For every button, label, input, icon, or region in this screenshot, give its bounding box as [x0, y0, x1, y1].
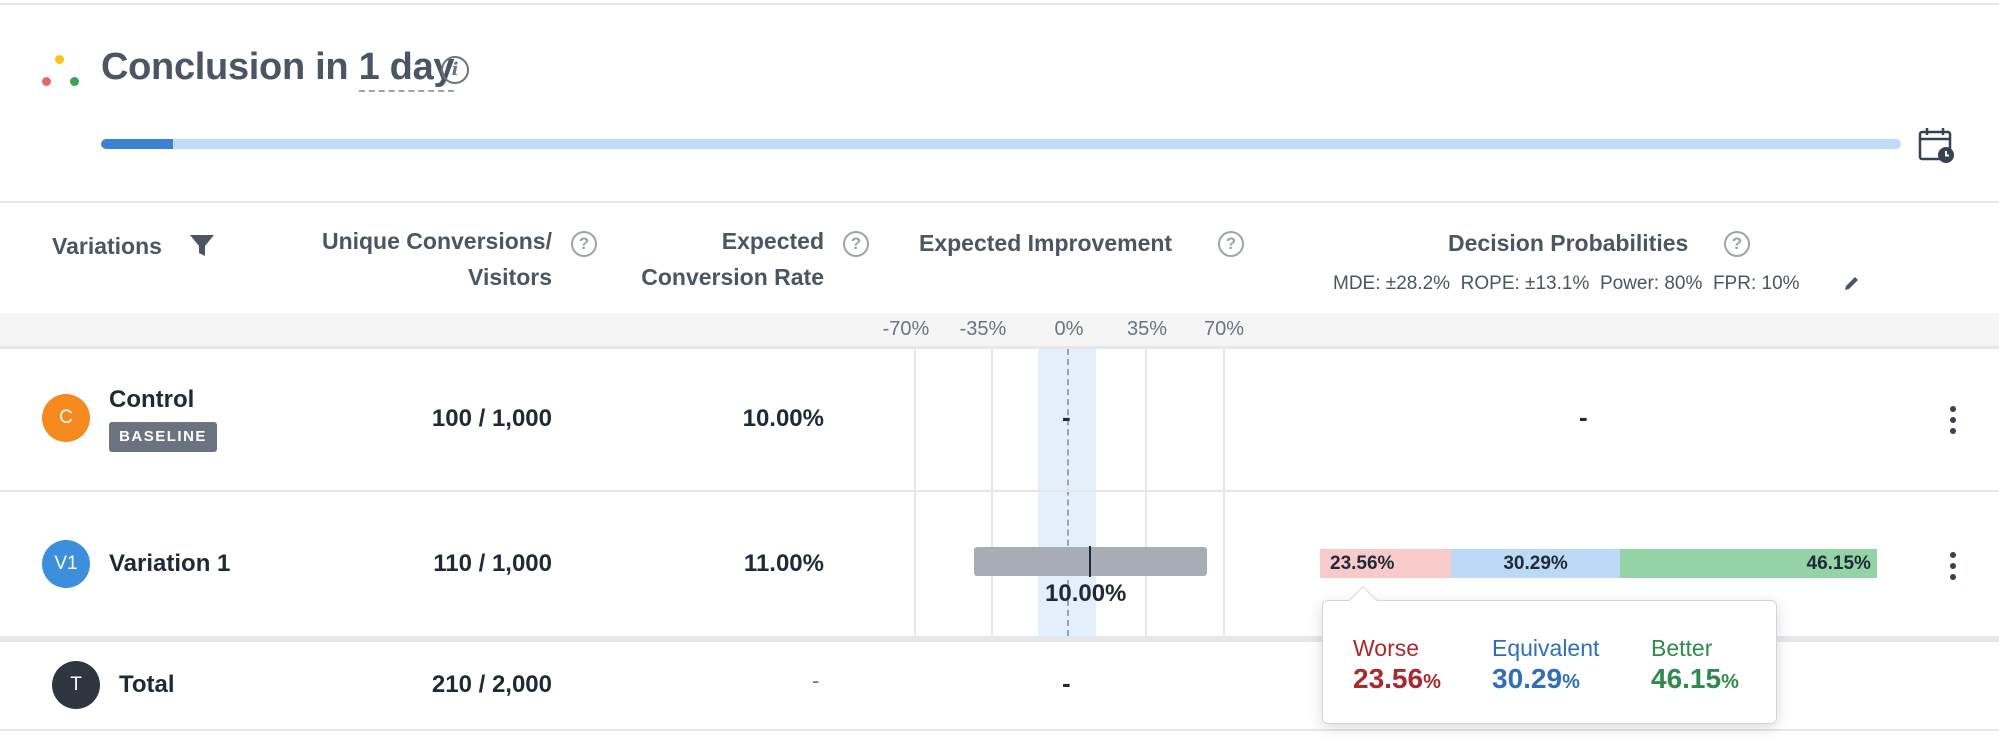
avatar-variation: V1	[42, 540, 90, 588]
rope-value: ROPE: ±13.1%	[1460, 273, 1590, 294]
grid-line	[1223, 349, 1225, 636]
tooltip-equivalent-value: 30.29%	[1492, 663, 1580, 694]
total-divider	[0, 636, 1999, 642]
tooltip-better-label: Better	[1651, 635, 1713, 661]
progress-bar	[101, 139, 1901, 149]
avatar-total: T	[52, 661, 100, 709]
rate-cell: 11.00%	[743, 550, 824, 577]
tooltip-better-value: 46.15%	[1651, 663, 1739, 694]
grid-line	[914, 349, 916, 636]
conversions-cell: 110 / 1,000	[433, 550, 552, 577]
conversions-cell: 100 / 1,000	[431, 405, 552, 432]
total-improvement: -	[1062, 668, 1071, 698]
col-rate-line1: Expected	[721, 228, 824, 254]
axis-tick: 70%	[1203, 318, 1245, 340]
axis-divider	[0, 346, 1999, 349]
probability-bar[interactable]: 23.56% 30.29% 46.15%	[1320, 549, 1877, 578]
row-menu-icon[interactable]	[1950, 406, 1956, 434]
axis-tick: -70%	[882, 318, 930, 340]
green-dot	[70, 77, 79, 86]
col-variations: Variations	[52, 233, 162, 259]
info-icon[interactable]: i	[441, 56, 469, 84]
help-icon-improvement[interactable]: ?	[1218, 231, 1244, 257]
help-icon-rate[interactable]: ?	[843, 231, 869, 257]
zero-line	[1067, 349, 1069, 636]
decision-meta: MDE: ±28.2% ROPE: ±13.1% Power: 80% FPR:…	[1333, 273, 1800, 295]
conclusion-title: Conclusion in 1 day	[101, 46, 455, 92]
variation-name[interactable]: Variation 1	[109, 550, 231, 577]
grid-line	[991, 349, 993, 636]
axis-tick: 0%	[1054, 318, 1084, 340]
tooltip-worse-value: 23.56%	[1353, 663, 1441, 694]
top-divider	[0, 3, 1999, 5]
edit-pencil-icon[interactable]	[1843, 274, 1861, 292]
probability-tooltip: Worse 23.56% Equivalent 30.29% Better 46…	[1322, 600, 1777, 724]
baseline-badge: BASELINE	[109, 422, 217, 452]
conclusion-prefix: Conclusion in	[101, 46, 359, 88]
grid-line	[1145, 349, 1147, 636]
rate-cell: 10.00%	[742, 405, 824, 432]
decision-cell: -	[1579, 402, 1588, 432]
improvement-value: 10.00%	[1045, 580, 1127, 607]
col-conversions-line1: Unique Conversions/	[321, 228, 552, 254]
mde-value: MDE: ±28.2%	[1333, 273, 1451, 294]
axis-band	[0, 313, 1999, 347]
confidence-interval-median	[1089, 546, 1091, 577]
power-value: Power: 80%	[1599, 273, 1703, 294]
header-divider	[0, 201, 1999, 203]
col-improvement: Expected Improvement	[919, 230, 1173, 256]
help-icon-decision[interactable]: ?	[1724, 231, 1750, 257]
conclusion-days[interactable]: 1 day	[358, 46, 455, 92]
row-divider	[0, 490, 1999, 492]
col-decision: Decision Probabilities	[1448, 230, 1689, 256]
probability-better-segment: 46.15%	[1619, 549, 1877, 578]
total-rate: -	[812, 668, 820, 693]
filter-icon[interactable]	[189, 234, 215, 258]
calendar-clock-icon[interactable]	[1918, 126, 1956, 164]
col-rate-line2: Conversion Rate	[641, 264, 824, 290]
yellow-dot	[55, 55, 64, 64]
row-menu-icon[interactable]	[1950, 552, 1956, 580]
axis-tick: -35%	[959, 318, 1007, 340]
total-conversions: 210 / 2,000	[431, 671, 552, 698]
variation-name[interactable]: Control	[109, 386, 195, 413]
help-icon-conversions[interactable]: ?	[571, 231, 597, 257]
bottom-divider	[0, 729, 1999, 731]
tooltip-equivalent-label: Equivalent	[1492, 635, 1600, 661]
progress-fill	[101, 139, 173, 149]
axis-tick: 35%	[1126, 318, 1168, 340]
red-dot	[42, 77, 51, 86]
probability-worse-segment: 23.56%	[1320, 549, 1452, 578]
fpr-value: FPR: 10%	[1712, 273, 1800, 294]
probability-equivalent-segment: 30.29%	[1451, 549, 1620, 578]
tooltip-worse-label: Worse	[1353, 635, 1420, 661]
total-name: Total	[119, 671, 175, 698]
improvement-cell: -	[1062, 402, 1071, 432]
avatar-control: C	[42, 394, 90, 442]
col-conversions-line2: Visitors	[468, 264, 552, 290]
